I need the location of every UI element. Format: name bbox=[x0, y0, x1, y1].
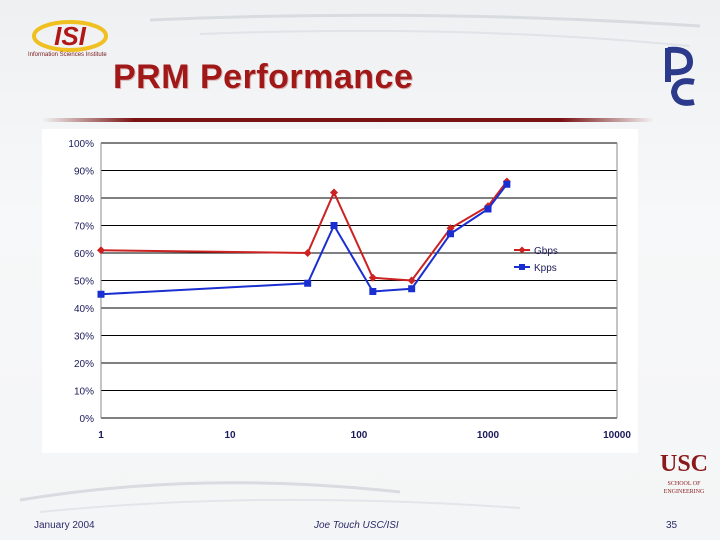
isi-logo-subtext: Information Sciences Institute bbox=[28, 52, 107, 58]
series-line-gbps bbox=[100, 180, 508, 282]
usc-logo-subtext: SCHOOL OF ENGINEERING bbox=[663, 481, 705, 495]
data-point-kpps bbox=[446, 230, 454, 238]
footer-author: Joe Touch USC/ISI bbox=[314, 520, 399, 531]
data-point-kpps bbox=[369, 288, 377, 295]
data-point-gbps bbox=[407, 276, 416, 285]
legend-label-gbps: Gbps bbox=[534, 246, 558, 257]
data-point-kpps bbox=[484, 205, 492, 213]
legend-label-kpps: Kpps bbox=[534, 263, 557, 274]
data-point-kpps bbox=[408, 285, 416, 293]
data-point-gbps bbox=[303, 249, 312, 257]
y-tick-label: 60% bbox=[74, 249, 94, 260]
y-tick-label: 20% bbox=[74, 359, 94, 370]
y-tick-label: 0% bbox=[80, 414, 95, 425]
series-line-kpps bbox=[100, 183, 508, 296]
data-point-kpps bbox=[304, 279, 312, 287]
isi-logo: ISI bbox=[28, 14, 112, 64]
title-rule bbox=[42, 118, 654, 122]
legend-marker bbox=[518, 246, 526, 254]
data-point-kpps bbox=[503, 180, 511, 188]
isi-logo-text: ISI bbox=[54, 21, 87, 51]
data-point-gbps bbox=[329, 188, 338, 197]
performance-chart: 0% 10% 20% 30% 40% 50% 60% 70% 80% 90% 100% 1 10 100 1… bbox=[68, 139, 631, 441]
y-tick-label: 40% bbox=[74, 304, 94, 315]
chart-area: 0% 10% 20% 30% 40% 50% 60% 70% 80% 90% 100% 1 10 100 1… bbox=[42, 129, 638, 453]
x-tick-label: 10000 bbox=[603, 430, 631, 441]
data-point-kpps bbox=[330, 222, 338, 229]
footer-date: January 2004 bbox=[34, 520, 95, 531]
x-tick-label: 1000 bbox=[477, 430, 500, 441]
y-tick-label: 70% bbox=[74, 222, 94, 233]
y-tick-label: 90% bbox=[74, 167, 94, 178]
data-point-kpps bbox=[97, 290, 105, 298]
usc-logo: USC SCHOOL OF ENGINEERING bbox=[656, 452, 712, 496]
y-tick-label: 50% bbox=[74, 277, 94, 288]
data-point-gbps bbox=[368, 273, 377, 282]
data-point-gbps bbox=[97, 246, 105, 255]
x-tick-label: 100 bbox=[351, 430, 368, 441]
page-title: PRM Performance bbox=[113, 58, 414, 96]
legend-marker bbox=[519, 264, 525, 270]
x-tick-label: 10 bbox=[224, 430, 236, 441]
x-tick-label: 1 bbox=[98, 430, 104, 441]
footer-page-number: 35 bbox=[666, 520, 678, 531]
pc-logo: PC bbox=[654, 42, 704, 108]
y-tick-label: 10% bbox=[74, 387, 94, 398]
y-tick-label: 100% bbox=[68, 139, 94, 150]
y-tick-label: 80% bbox=[74, 194, 94, 205]
usc-logo-text: USC bbox=[659, 451, 708, 477]
y-tick-label: 30% bbox=[74, 332, 94, 343]
